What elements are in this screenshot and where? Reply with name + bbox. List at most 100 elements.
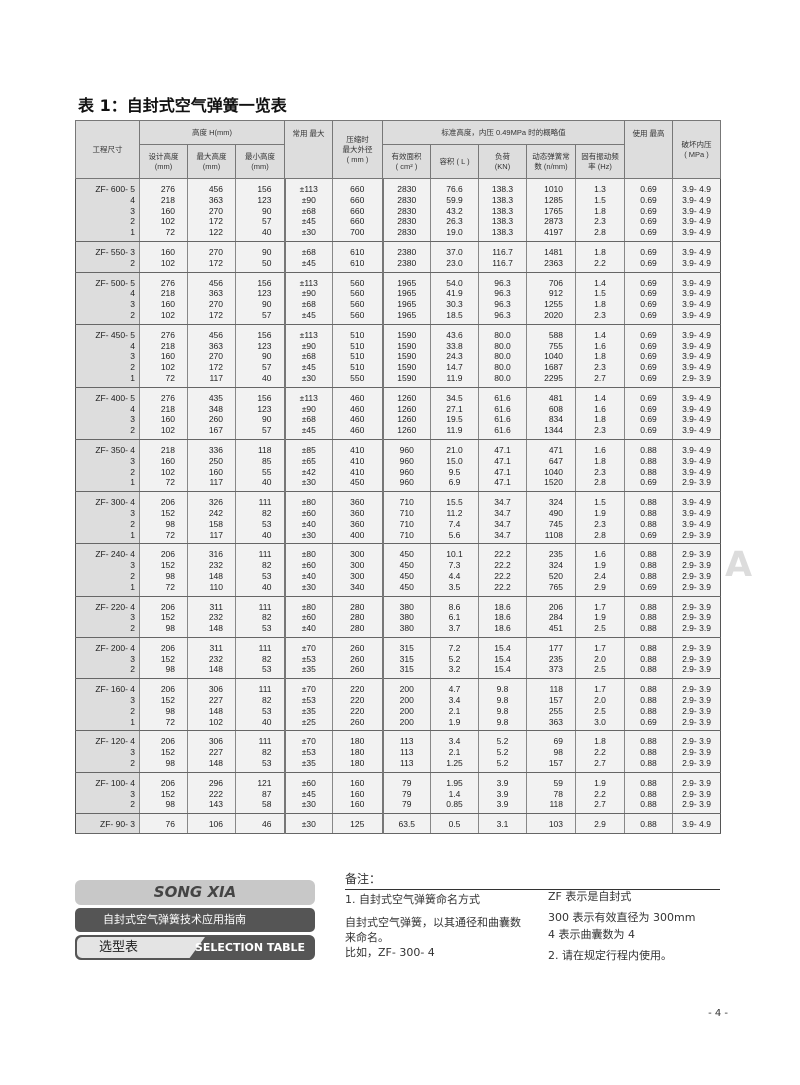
value-cell: 0.88 — [624, 747, 673, 759]
value-cell: 2.9- 3.9 — [672, 529, 721, 545]
note-1-example: 比如，ZF- 300- 4 — [345, 946, 435, 959]
value-cell: 3.9- 4.9 — [672, 351, 721, 363]
model-cell: 1 — [75, 227, 140, 242]
model-cell: 2 — [75, 799, 140, 815]
value-cell: 1.8 — [575, 730, 625, 748]
value-cell: 200 — [382, 678, 431, 696]
value-cell: ±70 — [284, 637, 333, 654]
table-row: 4 218 348 123 ±90 460 1260 27.1 61.6 608 1.6 0.69 3.… — [75, 403, 721, 415]
value-cell: ±45 — [284, 362, 333, 373]
value-cell: 300 — [332, 560, 384, 571]
value-cell: 0.69 — [624, 372, 673, 388]
value-cell: 138.3 — [478, 216, 527, 228]
value-cell: 0.69 — [624, 288, 673, 300]
value-cell: 79 — [382, 772, 431, 789]
table-row: 3 152 227 82 ±53 220 200 3.4 9.8 157 2.0 0.88 2.9- 3… — [75, 695, 721, 706]
value-cell: 80.0 — [478, 340, 527, 352]
value-cell: 5.2 — [478, 747, 527, 759]
value-cell: 588 — [526, 324, 576, 341]
value-cell: 0.88 — [624, 772, 673, 789]
value-cell: 53 — [234, 518, 286, 530]
value-cell: 560 — [332, 288, 384, 300]
value-cell: 400 — [332, 529, 384, 545]
value-cell: 117 — [187, 529, 236, 545]
value-cell: 560 — [332, 299, 384, 310]
value-cell: 138.3 — [478, 194, 527, 206]
value-cell: 90 — [234, 351, 286, 363]
value-cell: 276 — [139, 272, 188, 289]
value-cell: 360 — [332, 491, 384, 508]
value-cell: ±40 — [284, 570, 333, 582]
value-cell: 1.8 — [575, 455, 625, 467]
value-cell: 80.0 — [478, 362, 527, 373]
col-freq: 固有振动频 率 (Hz) — [575, 144, 626, 179]
value-cell: 172 — [187, 216, 236, 228]
value-cell: 471 — [526, 439, 576, 456]
value-cell: 260 — [332, 664, 384, 680]
value-cell: ±30 — [284, 799, 333, 815]
value-cell: 510 — [332, 362, 384, 373]
value-cell: 1344 — [526, 425, 576, 440]
value-cell: 1.6 — [575, 439, 625, 456]
value-cell: ±80 — [284, 596, 333, 613]
value-cell: 1481 — [526, 241, 576, 258]
value-cell: 2.9- 3.9 — [672, 758, 721, 773]
value-cell: 82 — [234, 612, 286, 624]
value-cell: 160 — [139, 351, 188, 363]
model-cell: 1 — [75, 529, 140, 545]
value-cell: 2.0 — [575, 653, 625, 665]
value-cell: 1590 — [382, 324, 431, 341]
value-cell: 0.69 — [624, 340, 673, 352]
value-cell: 2.9- 3.9 — [672, 653, 721, 665]
value-cell: 1965 — [382, 272, 431, 289]
value-cell: 82 — [234, 695, 286, 706]
value-cell: 3.4 — [430, 695, 479, 706]
model-cell: 1 — [75, 581, 140, 597]
model-cell: 3 — [75, 653, 140, 665]
col-max-od: 压缩时 最大外径 ( mm ) — [332, 120, 384, 179]
value-cell: ±68 — [284, 205, 333, 217]
value-cell: 410 — [332, 439, 384, 456]
col-max-h: 最大高度 (mm) — [187, 144, 236, 179]
value-cell: 2.9- 3.9 — [672, 716, 721, 732]
value-cell: 111 — [234, 678, 286, 696]
model-cell: 3 — [75, 507, 140, 519]
value-cell: 3.9- 4.9 — [672, 324, 721, 341]
table-row: 2 98 148 53 ±35 180 113 1.25 5.2 157 2.7 0.88 2.9- 3… — [75, 758, 721, 773]
model-cell: 2 — [75, 425, 140, 440]
value-cell: 2.1 — [430, 705, 479, 717]
value-cell: 1010 — [526, 178, 576, 195]
value-cell: 111 — [234, 730, 286, 748]
table-row: 4 218 363 123 ±90 560 1965 41.9 96.3 912 1.5 0.69 3.… — [75, 288, 721, 300]
model-cell: 2 — [75, 362, 140, 373]
value-cell: 0.5 — [430, 813, 479, 835]
table-row: 2 102 172 57 ±45 510 1590 14.7 80.0 1687 2.3 0.69 3.… — [75, 362, 721, 373]
value-cell: 82 — [234, 653, 286, 665]
value-cell: 180 — [332, 758, 384, 773]
table-row: 2 98 148 53 ±40 280 380 3.7 18.6 451 2.5 0.88 2.9- 3… — [75, 623, 721, 638]
model-cell: 2 — [75, 705, 140, 717]
value-cell: 3.9- 4.9 — [672, 362, 721, 373]
value-cell: ±35 — [284, 664, 333, 680]
value-cell: 0.69 — [624, 403, 673, 415]
value-cell: 2.9- 3.9 — [672, 799, 721, 815]
value-cell: 2.9 — [575, 813, 625, 835]
value-cell: ±40 — [284, 623, 333, 638]
value-cell: 3.9- 4.9 — [672, 272, 721, 289]
table-row: 2 98 148 53 ±40 300 450 4.4 22.2 520 2.4 0.88 2.9- 3… — [75, 570, 721, 582]
value-cell: 102 — [139, 216, 188, 228]
value-cell: ±68 — [284, 351, 333, 363]
value-cell: 47.1 — [478, 455, 527, 467]
value-cell: ±80 — [284, 491, 333, 508]
table-row: 4 218 363 123 ±90 510 1590 33.8 80.0 755 1.6 0.69 3.… — [75, 340, 721, 352]
value-cell: 250 — [187, 455, 236, 467]
value-cell: 316 — [187, 543, 236, 561]
value-cell: 550 — [332, 372, 384, 388]
value-cell: 15.4 — [478, 664, 527, 680]
value-cell: 450 — [382, 581, 431, 597]
model-cell: 3 — [75, 747, 140, 759]
value-cell: ±53 — [284, 747, 333, 759]
value-cell: 0.69 — [624, 272, 673, 289]
model-cell: 3 — [75, 351, 140, 363]
value-cell: 1965 — [382, 288, 431, 300]
